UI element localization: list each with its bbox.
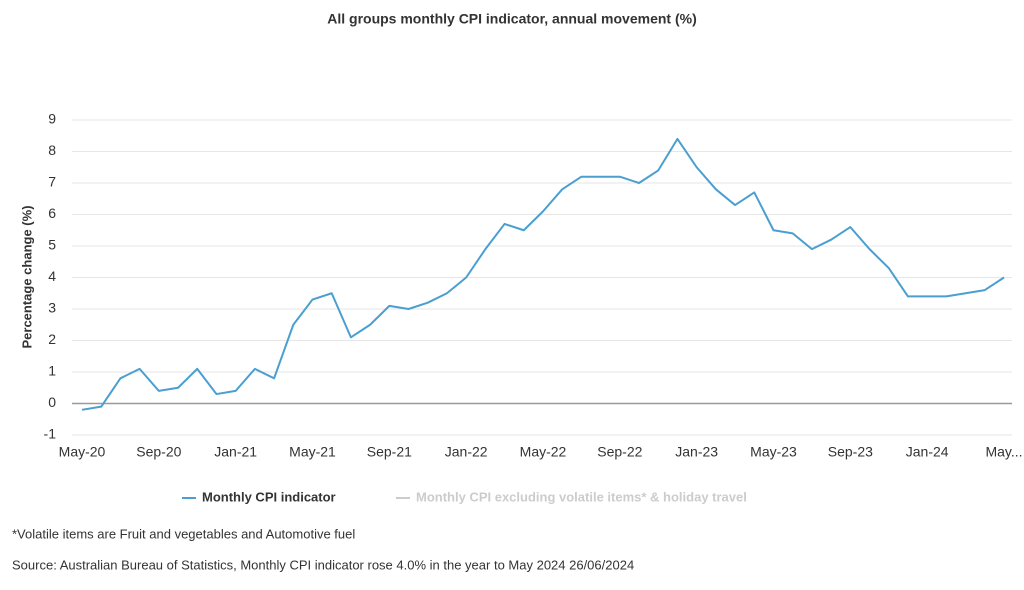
x-tick-label: Jan-23 bbox=[675, 444, 718, 460]
chart-title: All groups monthly CPI indicator, annual… bbox=[327, 11, 696, 27]
y-tick-label: 8 bbox=[48, 142, 56, 158]
y-tick-label: -1 bbox=[44, 426, 57, 442]
x-tick-label: Jan-24 bbox=[906, 444, 949, 460]
x-tick-label: Sep-23 bbox=[828, 444, 873, 460]
y-tick-label: 9 bbox=[48, 111, 56, 127]
x-tick-label: Jan-21 bbox=[214, 444, 257, 460]
y-axis-label: Percentage change (%) bbox=[19, 205, 34, 348]
y-tick-label: 2 bbox=[48, 331, 56, 347]
y-tick-label: 5 bbox=[48, 237, 56, 253]
source: Source: Australian Bureau of Statistics,… bbox=[12, 557, 634, 572]
x-tick-label: May... bbox=[985, 444, 1022, 460]
legend-label: Monthly CPI excluding volatile items* & … bbox=[416, 489, 747, 504]
x-tick-label: Jan-22 bbox=[445, 444, 488, 460]
y-tick-label: 7 bbox=[48, 174, 56, 190]
y-tick-label: 1 bbox=[48, 363, 56, 379]
y-tick-label: 6 bbox=[48, 205, 56, 221]
footnote: *Volatile items are Fruit and vegetables… bbox=[12, 526, 355, 541]
y-tick-label: 4 bbox=[48, 268, 56, 284]
y-tick-label: 0 bbox=[48, 394, 56, 410]
x-tick-label: Sep-22 bbox=[597, 444, 642, 460]
x-tick-label: May-23 bbox=[750, 444, 797, 460]
x-tick-label: Sep-21 bbox=[367, 444, 412, 460]
x-tick-label: May-21 bbox=[289, 444, 336, 460]
x-tick-label: Sep-20 bbox=[136, 444, 181, 460]
y-tick-label: 3 bbox=[48, 300, 56, 316]
legend-label: Monthly CPI indicator bbox=[202, 489, 336, 504]
x-tick-label: May-20 bbox=[59, 444, 106, 460]
series-line bbox=[81, 137, 1005, 411]
x-tick-label: May-22 bbox=[520, 444, 567, 460]
